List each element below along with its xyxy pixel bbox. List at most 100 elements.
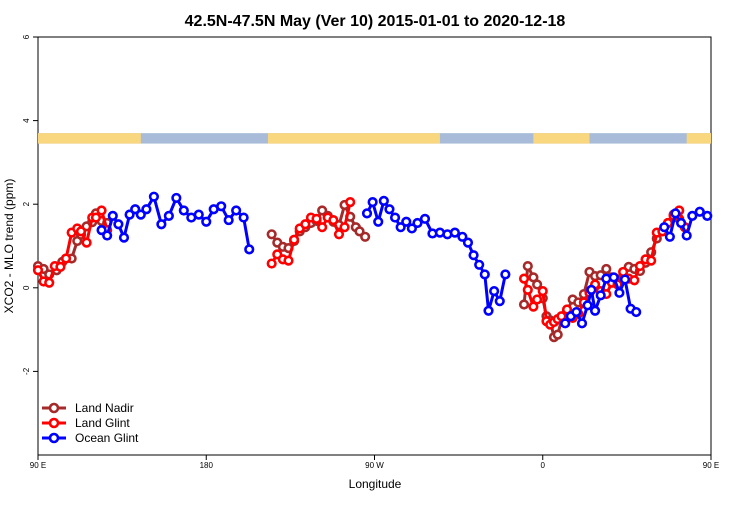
data-point	[300, 219, 311, 230]
data-point	[44, 277, 55, 288]
data-point	[595, 290, 606, 301]
x-tick-label: 90 W	[365, 461, 384, 470]
land-band	[686, 133, 711, 144]
series-layer	[32, 191, 713, 343]
data-point	[339, 222, 350, 233]
data-point	[494, 296, 505, 307]
data-point	[283, 255, 294, 266]
legend-swatch-marker	[48, 402, 60, 414]
data-point	[479, 269, 490, 280]
data-point	[449, 227, 460, 238]
legend-item: Land Glint	[42, 416, 130, 430]
land-band	[533, 133, 590, 144]
data-point	[81, 237, 92, 248]
data-point	[694, 206, 705, 217]
data-point	[483, 305, 494, 316]
data-point	[135, 209, 146, 220]
data-point	[670, 208, 681, 219]
data-point	[193, 209, 204, 220]
data-point	[412, 217, 423, 229]
data-point	[462, 237, 474, 248]
data-point	[629, 275, 640, 286]
data-point	[345, 197, 356, 208]
data-point	[373, 216, 384, 227]
data-point	[216, 201, 227, 212]
data-point	[560, 318, 571, 329]
data-point	[659, 222, 670, 233]
data-point	[163, 210, 174, 222]
data-point	[518, 299, 530, 310]
data-point	[646, 255, 657, 266]
data-point	[395, 222, 406, 233]
legend-item: Land Nadir	[42, 401, 134, 415]
series-land-nadir	[32, 199, 690, 343]
data-point	[401, 216, 412, 227]
data-point	[619, 274, 631, 285]
land-band	[38, 133, 141, 144]
data-point	[500, 269, 511, 280]
data-point	[328, 214, 339, 226]
data-point	[354, 226, 365, 237]
data-point	[608, 272, 619, 283]
data-point	[266, 258, 277, 269]
plot-frame	[37, 36, 712, 456]
data-point	[537, 286, 548, 297]
data-point	[156, 219, 167, 230]
data-point	[113, 219, 124, 230]
data-point	[532, 279, 543, 290]
data-point	[55, 261, 66, 273]
legend-swatch-marker	[48, 432, 60, 444]
data-point	[406, 223, 417, 234]
data-point	[522, 260, 533, 272]
data-point	[90, 212, 102, 223]
data-point	[631, 306, 642, 318]
data-point	[361, 208, 373, 219]
data-point	[664, 231, 675, 242]
data-point	[60, 253, 72, 264]
data-point	[634, 260, 646, 272]
data-point	[118, 232, 130, 243]
data-point	[32, 265, 44, 276]
axes: 90 E 180 90 W 0 90 E -2 0 2 4 6	[22, 34, 719, 470]
data-point	[489, 286, 500, 297]
land-ocean-strip	[38, 133, 711, 144]
data-point	[141, 204, 152, 215]
data-point	[311, 213, 322, 224]
x-tick-label: 90 E	[30, 461, 46, 470]
data-point	[532, 294, 543, 305]
data-point	[419, 213, 431, 224]
data-point	[687, 210, 698, 222]
data-point	[266, 229, 277, 240]
data-point	[702, 210, 713, 222]
data-point	[317, 205, 328, 216]
data-point	[576, 318, 588, 329]
chart-title: 42.5N-47.5N May (Ver 10) 2015-01-01 to 2…	[185, 13, 566, 30]
data-point	[238, 212, 249, 223]
data-point	[384, 204, 395, 215]
data-point	[148, 191, 160, 202]
data-point	[474, 259, 485, 270]
series-ocean-glint	[96, 191, 713, 329]
data-point	[171, 192, 182, 204]
data-point	[178, 205, 189, 216]
data-point	[675, 217, 687, 229]
legend-item: Ocean Glint	[42, 431, 139, 445]
data-point	[389, 212, 401, 223]
data-point	[102, 230, 113, 241]
x-tick-label: 90 E	[703, 461, 719, 470]
y-tick-label: 4	[22, 118, 31, 123]
data-point	[522, 284, 533, 295]
data-point	[589, 305, 601, 316]
data-point	[468, 250, 479, 261]
y-tick-label: 0	[22, 285, 31, 290]
data-point	[289, 234, 300, 245]
y-tick-label: 6	[22, 34, 31, 39]
data-point	[614, 287, 625, 298]
data-point	[681, 230, 692, 241]
data-point	[360, 231, 371, 242]
data-point	[586, 284, 597, 295]
data-point	[518, 273, 530, 284]
